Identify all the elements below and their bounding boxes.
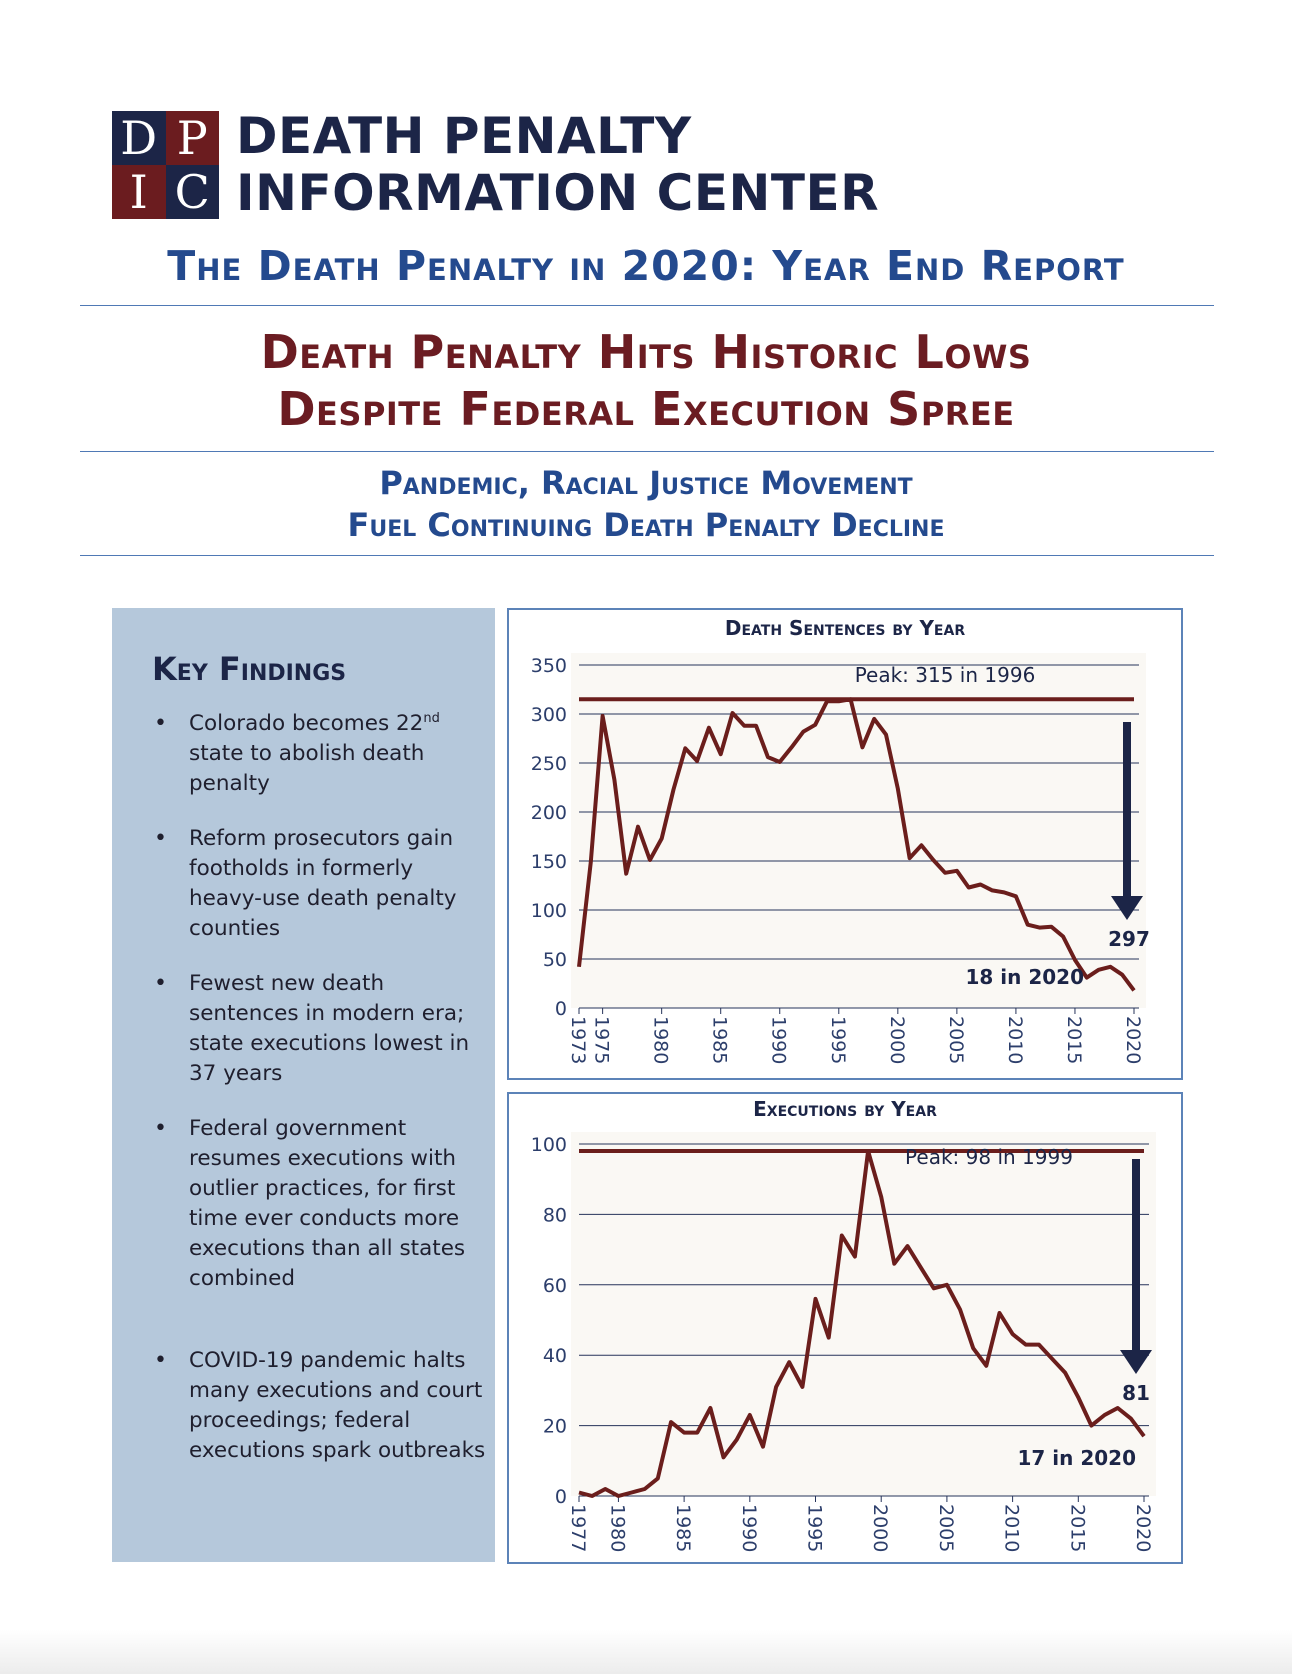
y-tick-label: 50 (543, 949, 567, 971)
x-tick-label: 1980 (650, 1016, 672, 1064)
key-findings-title: Key Findings (152, 650, 347, 688)
logo-letter-d: D (112, 111, 166, 165)
y-tick-label: 0 (555, 1486, 567, 1508)
bullet-icon: • (154, 971, 167, 996)
x-tick-label: 2010 (1004, 1016, 1026, 1064)
x-tick-label: 2015 (1063, 1016, 1085, 1064)
y-tick-label: 0 (555, 998, 567, 1020)
subhead-line1: Pandemic, Racial Justice Movement (379, 464, 913, 502)
subhead-line2: Fuel Continuing Death Penalty Decline (347, 506, 945, 544)
y-tick-label: 40 (543, 1345, 567, 1367)
x-tick-label: 1977 (567, 1504, 589, 1552)
x-tick-label: 1985 (672, 1504, 694, 1552)
decline-amount-label: 297 (1108, 927, 1150, 951)
org-name-line1: DEATH PENALTY (236, 107, 692, 165)
bullet-icon: • (154, 1116, 167, 1141)
headline-line1: Death Penalty Hits Historic Lows (260, 325, 1032, 379)
x-tick-label: 1990 (738, 1504, 760, 1552)
headline-line2: Despite Federal Execution Spree (277, 382, 1015, 436)
arrow-down-icon (1111, 896, 1143, 920)
y-tick-label: 200 (531, 802, 567, 824)
x-tick-label: 1995 (827, 1016, 849, 1064)
y-tick-label: 80 (543, 1204, 567, 1226)
bullet-icon: • (154, 711, 167, 736)
headline: Death Penalty Hits Historic Lows Despite… (0, 324, 1292, 438)
org-name-line2: INFORMATION CENTER (236, 164, 880, 222)
subheadline: Pandemic, Racial Justice Movement Fuel C… (0, 462, 1292, 546)
x-tick-label: 1975 (591, 1016, 613, 1064)
decline-amount-label: 81 (1122, 1381, 1150, 1405)
y-tick-label: 100 (531, 1134, 567, 1156)
bullet-icon: • (154, 1348, 167, 1373)
x-tick-label: 2000 (886, 1016, 908, 1064)
executions-chart: Executions by Year 0 20 40 60 80 100 1977 1980 19… (507, 1092, 1183, 1564)
x-tick-label: 1990 (768, 1016, 790, 1064)
x-tick-label: 2000 (869, 1504, 891, 1552)
peak-label: Peak: 98 in 1999 (905, 1145, 1073, 1169)
report-title: The Death Penalty in 2020: Year End Repo… (167, 242, 1125, 290)
peak-label: Peak: 315 in 1996 (855, 663, 1036, 687)
divider-rule (80, 555, 1214, 556)
y-tick-label: 250 (531, 753, 567, 775)
y-tick-label: 60 (543, 1275, 567, 1297)
x-tick-label: 2020 (1122, 1016, 1144, 1064)
logo-letter-i: I (112, 165, 166, 219)
logo-letter-p: P (165, 111, 219, 165)
y-tick-label: 300 (531, 704, 567, 726)
latest-year-label: 17 in 2020 (1017, 1446, 1136, 1470)
death-sentences-chart-svg: Death Sentences by Year 0 50 100 150 200 250 30… (531, 616, 1150, 1064)
finding-item: • COVID-19 pandemic halts many executions… (154, 1348, 486, 1463)
finding-item: • Reform prosecutors gain footholds in fo… (154, 826, 457, 941)
x-tick-label: 1995 (804, 1504, 826, 1552)
organization-name: DEATH PENALTY INFORMATION CENTER (236, 108, 879, 222)
chart-title: Executions by Year (753, 1097, 937, 1121)
x-tick-label: 1985 (709, 1016, 731, 1064)
x-tick-label: 1980 (606, 1504, 628, 1552)
x-tick-label: 2005 (945, 1016, 967, 1064)
y-tick-label: 100 (531, 900, 567, 922)
finding-item: • Federal government resumes executions w… (154, 1116, 466, 1291)
logo-letter-c: C (165, 165, 219, 219)
y-tick-label: 350 (531, 655, 567, 677)
page-bottom-shade (0, 1630, 1292, 1674)
death-sentences-chart: Death Sentences by Year 0 50 100 150 200 250 30… (507, 608, 1183, 1080)
finding-item: • Fewest new death sentences in modern er… (154, 971, 470, 1086)
chart-title: Death Sentences by Year (725, 616, 965, 640)
x-tick-label: 2015 (1066, 1504, 1088, 1552)
x-tick-label: 1973 (567, 1016, 589, 1064)
x-tick-label: 2010 (1001, 1504, 1023, 1552)
finding-item: • Colorado becomes 22nd state to abolish … (154, 710, 440, 796)
bullet-icon: • (154, 826, 167, 851)
dpic-logo: D P I C (112, 111, 219, 219)
divider-rule (80, 305, 1214, 306)
executions-chart-svg: Executions by Year 0 20 40 60 80 100 1977 1980 19… (531, 1097, 1156, 1552)
x-tick-label: 2005 (935, 1504, 957, 1552)
data-series-line (578, 1149, 1146, 1498)
arrow-down-icon (1120, 1350, 1152, 1374)
y-tick-label: 150 (531, 851, 567, 873)
x-tick-label: 2020 (1132, 1504, 1154, 1552)
y-tick-label: 20 (543, 1416, 567, 1438)
latest-year-label: 18 in 2020 (965, 965, 1084, 989)
plot-background (571, 653, 1146, 1008)
data-series-line (577, 697, 1136, 992)
key-findings-panel: Key Findings • Colorado becomes 22nd stat… (112, 608, 495, 1562)
divider-rule (80, 451, 1214, 452)
